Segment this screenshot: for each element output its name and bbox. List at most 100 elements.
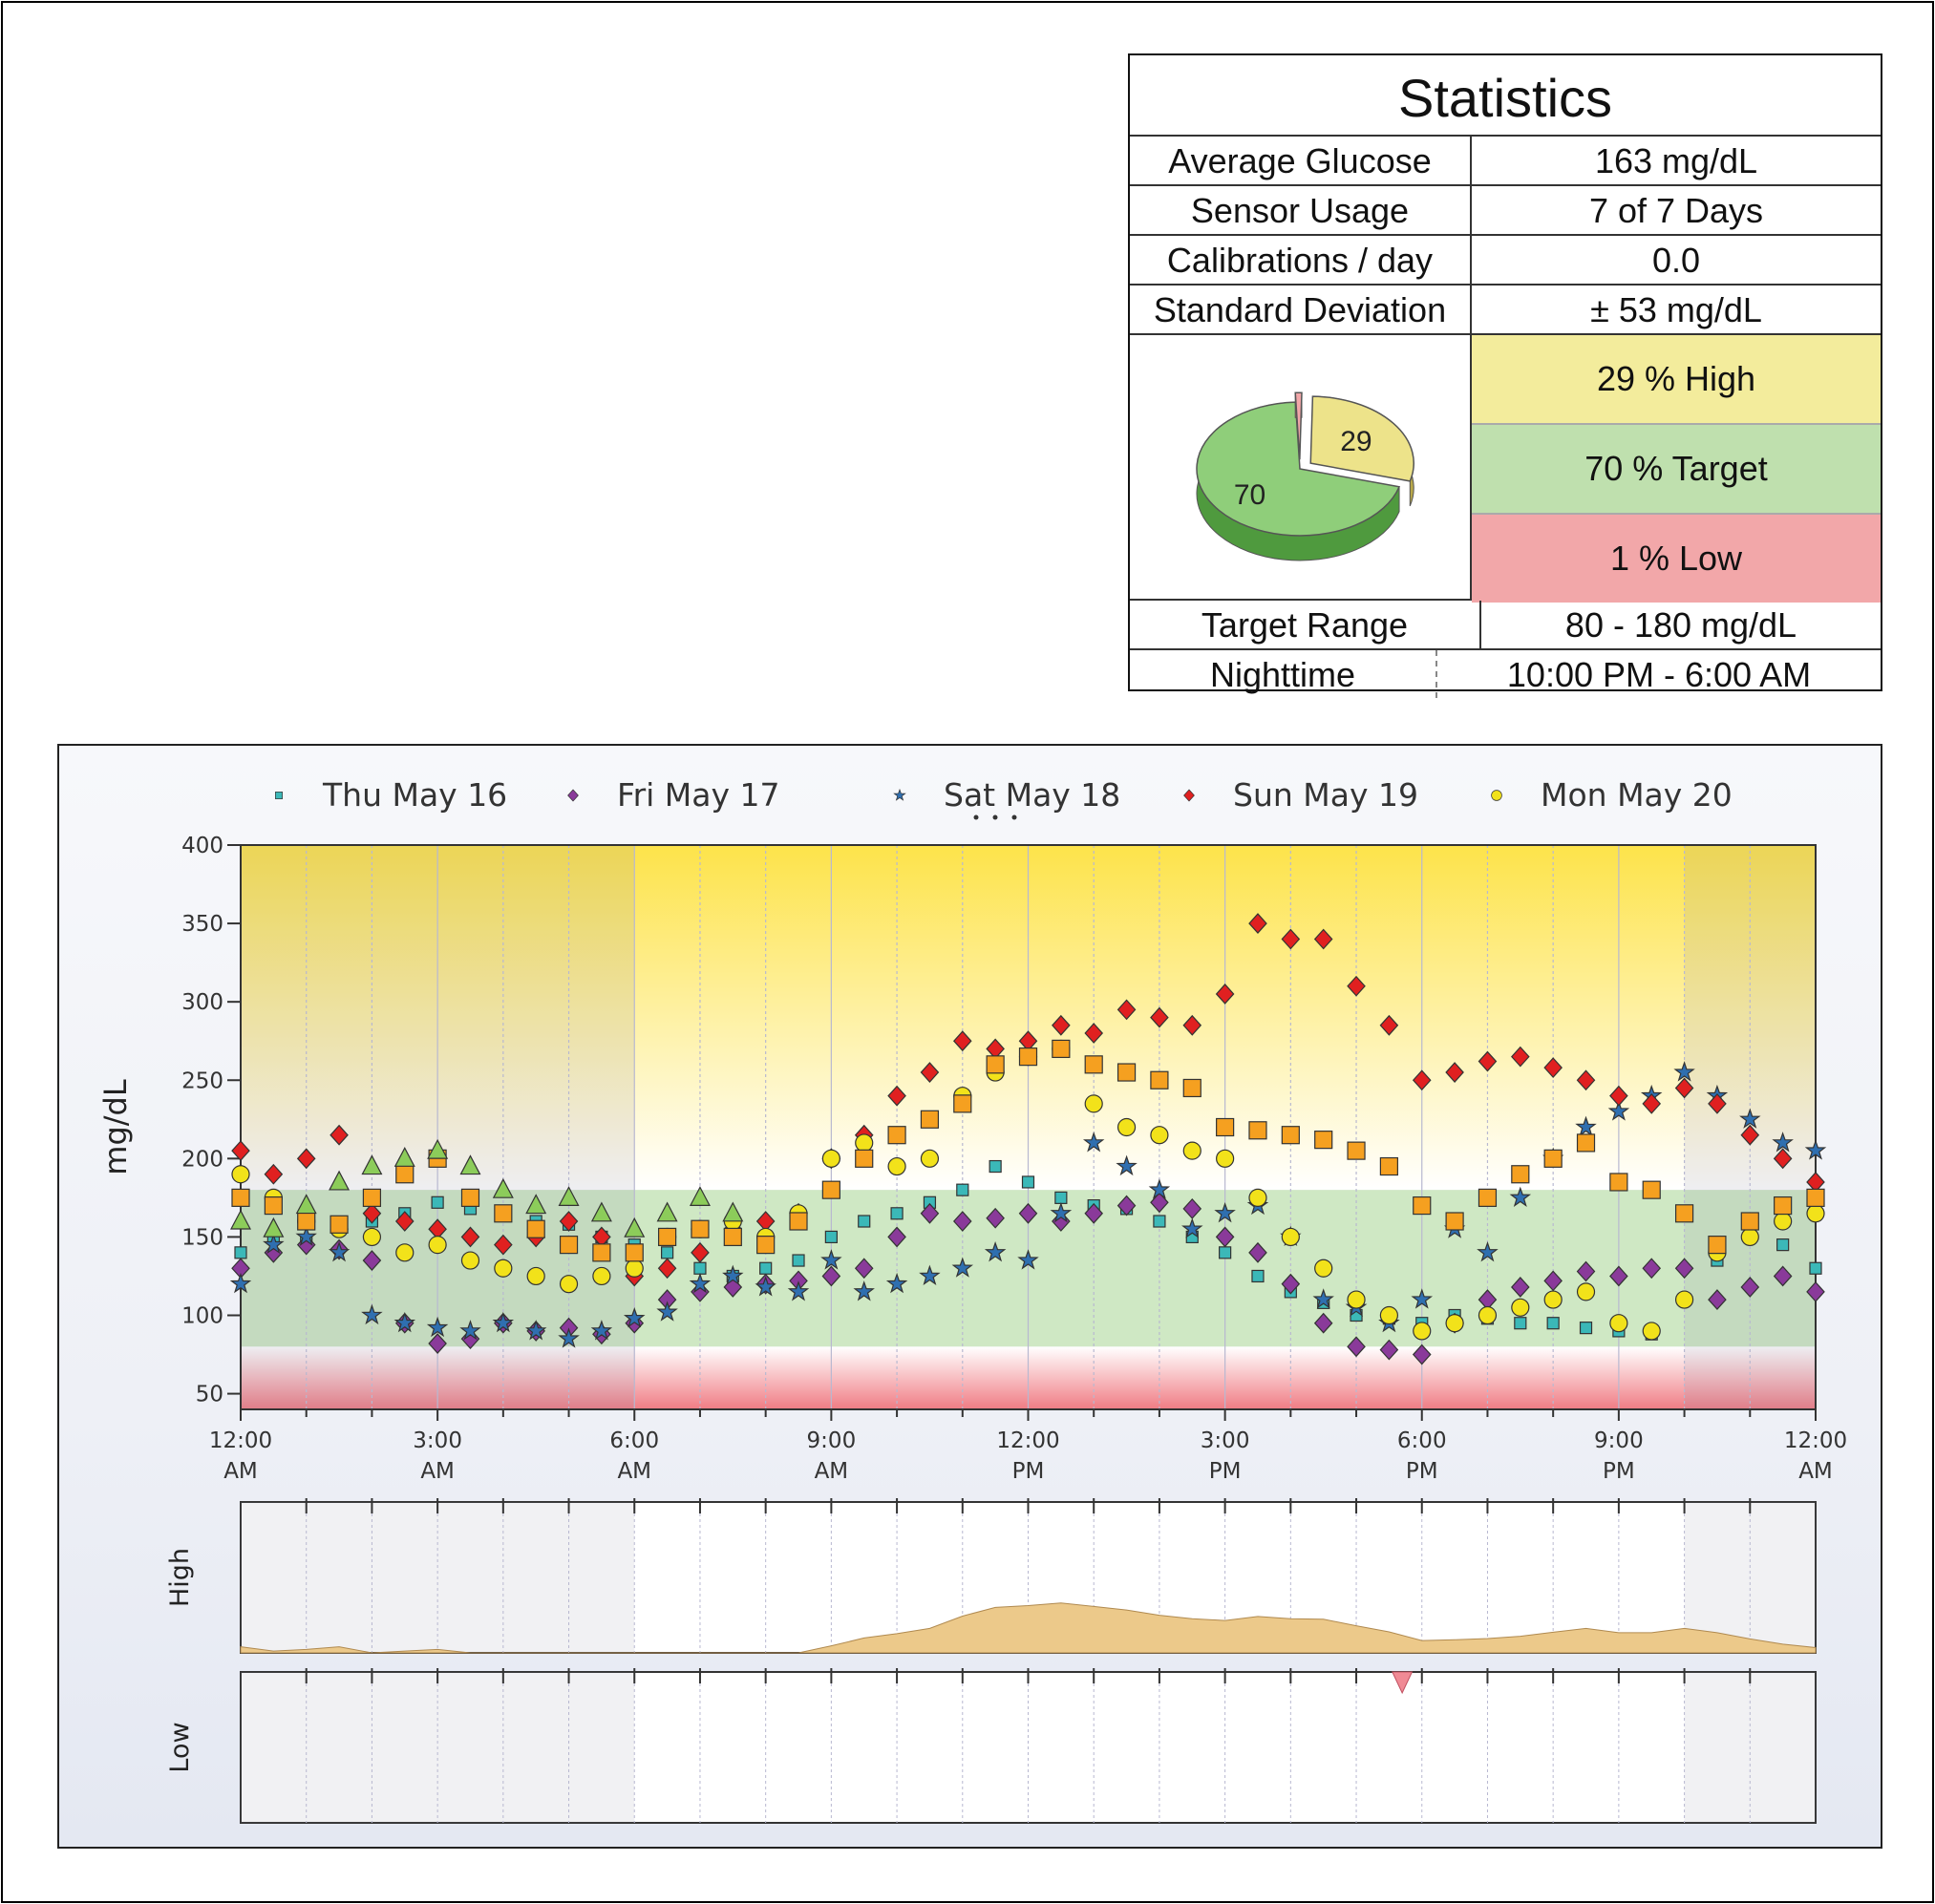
legend-label: Sun May 19 xyxy=(1233,776,1418,814)
data-point xyxy=(1281,1227,1300,1247)
data-point xyxy=(459,1154,481,1175)
data-point xyxy=(1347,1290,1366,1309)
data-point xyxy=(1379,1339,1399,1361)
data-point xyxy=(1609,1173,1628,1192)
data-point xyxy=(590,1201,612,1222)
data-point xyxy=(1413,1322,1432,1341)
data-point xyxy=(1150,1192,1169,1214)
data-point xyxy=(1445,1314,1464,1333)
data-point xyxy=(1248,1241,1267,1263)
data-point xyxy=(1153,1215,1166,1228)
data-point xyxy=(1708,1289,1727,1310)
data-point xyxy=(1674,1204,1694,1223)
pie-slice-top xyxy=(1196,401,1401,537)
legend-item: Sun May 19 xyxy=(1183,776,1418,814)
data-point xyxy=(362,1250,382,1271)
data-point xyxy=(1116,1063,1137,1082)
data-point xyxy=(1806,1204,1825,1223)
data-point xyxy=(361,1303,383,1325)
stat-label: Sensor Usage xyxy=(1130,186,1472,234)
data-point xyxy=(1774,1212,1793,1231)
data-point xyxy=(1347,1141,1366,1160)
x-tick-label: 6:00 xyxy=(1397,1428,1447,1453)
legend-label: Mon May 20 xyxy=(1541,776,1733,814)
data-point xyxy=(1313,928,1333,950)
range-bands: 29 % High 70 % Target 1 % Low xyxy=(1472,335,1881,603)
data-point xyxy=(1511,1165,1530,1184)
data-point xyxy=(1511,1046,1530,1068)
x-tick-label: 9:00 xyxy=(1594,1428,1644,1453)
pie-slice-top xyxy=(1309,395,1414,482)
data-point xyxy=(1314,1131,1333,1150)
data-point xyxy=(524,1320,547,1341)
data-point xyxy=(919,1264,941,1285)
data-point xyxy=(393,1147,415,1167)
data-point xyxy=(558,1186,580,1206)
stat-row-target-range: Target Range 80 - 180 mg/dL xyxy=(1130,601,1881,650)
data-point xyxy=(1708,1092,1727,1114)
data-point xyxy=(526,1219,545,1238)
data-point xyxy=(1609,1085,1628,1107)
data-point xyxy=(1514,1317,1527,1330)
data-point xyxy=(1576,1069,1596,1091)
data-point xyxy=(885,1272,908,1294)
stat-value: 80 - 180 mg/dL xyxy=(1564,605,1797,645)
data-point xyxy=(590,1320,613,1341)
pie-slice-label: 29 xyxy=(1340,426,1372,457)
series-sensor-orange- xyxy=(231,1039,1825,1262)
y-axis-title: mg/dL xyxy=(97,1079,134,1175)
data-point xyxy=(592,1266,611,1286)
data-point xyxy=(559,1275,579,1294)
data-point xyxy=(328,1240,351,1262)
low-area xyxy=(1392,1671,1414,1695)
data-point xyxy=(231,1188,250,1207)
data-point xyxy=(1251,1269,1265,1283)
data-point xyxy=(1772,1132,1794,1153)
data-point xyxy=(275,792,283,799)
data-point xyxy=(263,1216,285,1238)
data-point xyxy=(759,1261,773,1275)
data-point xyxy=(1116,1154,1138,1176)
data-point xyxy=(855,1149,874,1168)
data-point xyxy=(689,1272,712,1294)
band-low: 1 % Low xyxy=(1472,515,1881,603)
data-point xyxy=(1491,790,1502,801)
data-point xyxy=(853,1280,875,1301)
data-point xyxy=(460,1226,480,1248)
data-point xyxy=(297,1212,316,1231)
data-point xyxy=(1445,1212,1464,1231)
data-point xyxy=(526,1266,545,1286)
data-point xyxy=(567,789,579,802)
data-point xyxy=(691,1241,710,1263)
legend-more-dots xyxy=(992,814,998,820)
x-tick-label: PM xyxy=(1209,1459,1242,1484)
y-tick-label: 300 xyxy=(181,990,223,1015)
pie-slice-high: 29 xyxy=(1309,395,1414,507)
data-point xyxy=(1806,1188,1825,1207)
data-point xyxy=(1543,1057,1563,1079)
data-point xyxy=(1576,1282,1596,1301)
data-point xyxy=(1774,1195,1793,1216)
data-point xyxy=(1216,1149,1235,1168)
data-point xyxy=(1281,928,1301,950)
data-point xyxy=(559,1211,579,1232)
data-point xyxy=(459,1320,481,1341)
data-point xyxy=(395,1165,415,1184)
data-point xyxy=(1219,1246,1232,1259)
data-point xyxy=(723,1227,742,1247)
data-point xyxy=(1054,1191,1068,1204)
stat-value: 0.0 xyxy=(1651,241,1701,280)
pie-slice-low xyxy=(1294,391,1303,460)
data-point xyxy=(887,1085,906,1107)
legend-item: Sat May 18 xyxy=(893,776,1120,814)
data-point xyxy=(1576,1133,1596,1153)
data-point xyxy=(1379,1014,1399,1036)
data-point xyxy=(855,1133,874,1153)
data-point xyxy=(722,1264,744,1285)
y-tick-label: 350 xyxy=(181,912,223,937)
x-tick-label: AM xyxy=(617,1459,651,1484)
data-point xyxy=(1478,1188,1498,1207)
data-point xyxy=(1017,1249,1039,1270)
data-point xyxy=(1740,1227,1759,1247)
data-point xyxy=(1018,1202,1038,1224)
